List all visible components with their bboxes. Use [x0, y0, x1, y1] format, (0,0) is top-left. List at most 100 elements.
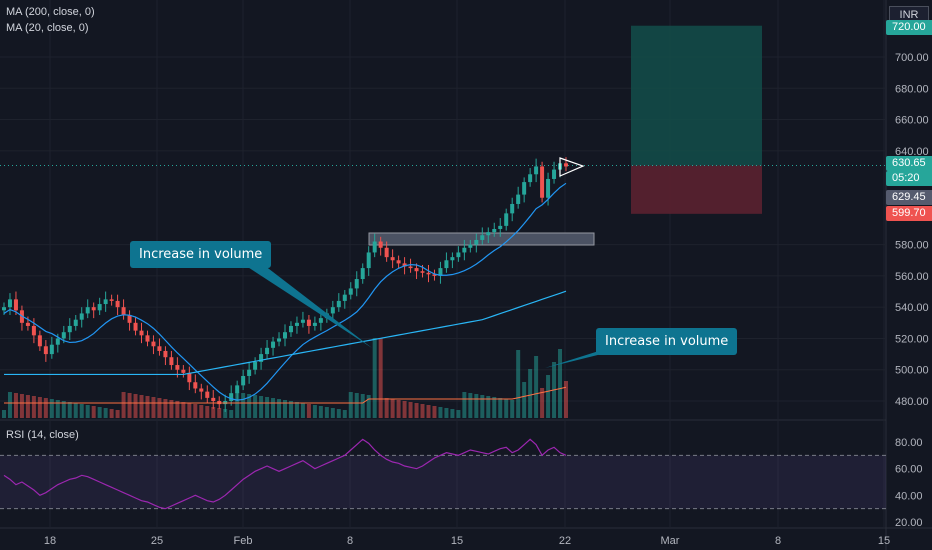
candle-body	[229, 393, 234, 401]
volume-bar	[103, 408, 108, 418]
candle-body	[420, 271, 425, 273]
candle-body	[366, 252, 371, 269]
candle-body	[378, 241, 383, 248]
candle-body	[2, 307, 6, 311]
volume-bar	[37, 397, 42, 418]
candle-body	[468, 244, 473, 248]
volume-bar	[534, 356, 539, 418]
candle-body	[37, 335, 42, 347]
volume-bar	[205, 406, 210, 418]
volume-bar	[444, 408, 449, 418]
candle-body	[504, 213, 509, 226]
volume-bar	[91, 406, 96, 418]
price-tick-label: 500.00	[895, 365, 929, 377]
candle-body	[474, 239, 479, 245]
volume-bar	[546, 375, 551, 418]
price-tick-label: 660.00	[895, 115, 929, 127]
volume-bar	[25, 395, 30, 418]
candle-body	[181, 369, 186, 373]
candle-body	[414, 268, 419, 272]
candle-body	[462, 247, 467, 253]
candle-body	[247, 369, 252, 376]
candle-body	[73, 319, 78, 326]
volume-bar	[450, 409, 455, 418]
volume-bar	[294, 402, 299, 418]
candle-body	[546, 178, 551, 198]
volume-bar	[336, 409, 341, 418]
volume-bar	[366, 395, 371, 418]
ma200-line	[4, 290, 567, 376]
price-tick-label: 520.00	[895, 333, 929, 345]
candle-body	[312, 322, 317, 326]
candle-body	[103, 299, 108, 305]
candle-body	[115, 300, 120, 308]
candle-body	[528, 174, 533, 183]
volume-bar	[19, 394, 24, 418]
volume-bar	[73, 403, 78, 418]
volume-bar	[498, 398, 503, 418]
volume-bar	[271, 398, 276, 418]
volume-bar	[139, 395, 144, 418]
candle-body	[253, 361, 258, 370]
price-tick-label: 480.00	[895, 396, 929, 408]
candle-body	[288, 325, 293, 333]
volume-bar	[288, 401, 293, 418]
volume-bar	[468, 393, 473, 418]
rsi-tick-label: 60.00	[895, 464, 923, 476]
bar-countdown-tag: 05:20	[886, 171, 932, 186]
volume-bar	[109, 409, 114, 418]
candle-body	[7, 299, 12, 308]
candle-body	[300, 319, 305, 323]
volume-bar	[480, 395, 485, 418]
volume-bar	[402, 401, 407, 418]
candle-body	[265, 347, 270, 355]
candle-body	[169, 357, 174, 366]
candle-body	[516, 194, 521, 204]
candle-body	[133, 322, 138, 331]
volume-bar	[31, 396, 36, 418]
candle-body	[390, 257, 395, 261]
volume-bar	[151, 397, 156, 418]
volume-bar	[312, 405, 317, 418]
candle-body	[354, 279, 359, 289]
volume-bar	[43, 398, 48, 418]
volume-bar	[55, 400, 60, 418]
volume-bar	[462, 392, 467, 418]
volume-callout-left[interactable]: Increase in volume	[130, 241, 272, 268]
candle-body	[139, 330, 144, 336]
candle-body	[306, 319, 311, 326]
volume-bar	[414, 403, 419, 418]
candle-body	[25, 322, 30, 326]
candle-body	[121, 307, 126, 315]
volume-bar	[384, 398, 389, 418]
volume-bar	[115, 410, 120, 418]
candle-body	[163, 350, 168, 358]
candle-body	[175, 365, 180, 370]
volume-bar	[456, 410, 461, 418]
volume-bar	[79, 404, 84, 418]
volume-callout-right[interactable]: Increase in volume	[596, 328, 738, 355]
volume-bar	[432, 406, 437, 418]
volume-bar	[318, 406, 323, 418]
candle-body	[259, 354, 264, 362]
stop-price-tag: 599.70	[886, 206, 932, 221]
time-tick-label: 8	[775, 535, 781, 547]
currency-button[interactable]: INR	[889, 6, 929, 24]
volume-bar	[265, 397, 270, 418]
candle-body	[97, 304, 102, 311]
rsi-line	[3, 438, 567, 510]
volume-bar	[187, 403, 192, 418]
ma20-line	[3, 182, 567, 401]
volume-bar	[259, 396, 264, 418]
volume-bar	[217, 408, 222, 418]
candle-body	[564, 163, 568, 167]
candle-body	[31, 325, 36, 336]
candle-body	[193, 382, 198, 389]
rsi-legend[interactable]: RSI (14, close)	[6, 429, 79, 441]
candle-body	[438, 268, 443, 276]
candle-body	[91, 307, 96, 311]
ma20-legend[interactable]: MA (20, close, 0)	[6, 22, 89, 34]
ma200-legend[interactable]: MA (200, close, 0)	[6, 6, 95, 18]
